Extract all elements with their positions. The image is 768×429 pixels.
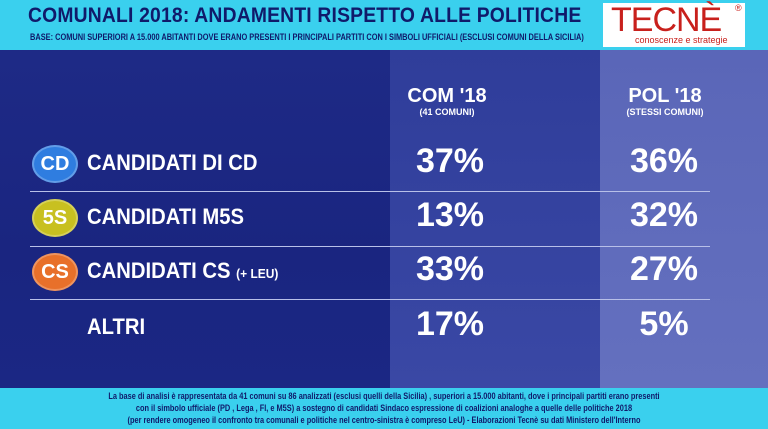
page-title: COMUNALI 2018: ANDAMENTI RISPETTO ALLE P… xyxy=(28,4,582,27)
value-cs-pol18: 27% xyxy=(629,250,699,288)
header-bar: COMUNALI 2018: ANDAMENTI RISPETTO ALLE P… xyxy=(0,0,768,50)
column-header-pol18: POL '18 (STESSI COMUNI) xyxy=(600,85,730,118)
footer-line-1: La base di analisi è rappresentata da 41… xyxy=(108,391,660,401)
logo-wordmark: TECNÈ xyxy=(611,1,722,39)
badge-cs: CS xyxy=(32,253,78,291)
footer-line-2: con il simbolo ufficiale (PD , Lega , FI… xyxy=(135,403,633,413)
value-altri-com18: 17% xyxy=(415,305,485,343)
value-cd-com18: 37% xyxy=(415,142,485,180)
row-label-cs-text: CANDIDATI CS xyxy=(87,258,231,283)
value-cd-pol18: 36% xyxy=(629,142,699,180)
row-divider xyxy=(30,246,710,247)
badge-cd: CD xyxy=(32,145,78,183)
base-note: BASE: COMUNI SUPERIORI A 15.000 ABITANTI… xyxy=(30,32,584,43)
row-label-cd: CANDIDATI DI CD xyxy=(87,150,258,176)
row-label-cs: CANDIDATI CS (+ LEU) xyxy=(87,258,278,284)
row-label-cd-text: CANDIDATI DI CD xyxy=(87,150,258,175)
value-altri-pol18: 5% xyxy=(639,305,689,343)
column-header-pol18-sub: (STESSI COMUNI) xyxy=(626,107,704,117)
column-header-com18-title: COM '18 xyxy=(407,85,487,107)
row-label-m5s-text: CANDIDATI M5S xyxy=(87,204,245,229)
row-label-cs-extra: (+ LEU) xyxy=(236,266,279,281)
row-label-altri-text: ALTRI xyxy=(87,314,146,339)
badge-m5s: 5S xyxy=(32,199,78,237)
row-divider xyxy=(30,299,710,300)
footer-line-3: (per rendere omogeneo il confronto tra c… xyxy=(127,415,641,425)
results-table: COM '18 (41 COMUNI) POL '18 (STESSI COMU… xyxy=(0,50,768,388)
value-m5s-pol18: 32% xyxy=(629,196,699,234)
row-divider xyxy=(30,191,710,192)
column-header-com18-sub: (41 COMUNI) xyxy=(419,107,475,117)
logo-registered-mark: ® xyxy=(735,3,742,13)
value-m5s-com18: 13% xyxy=(415,196,485,234)
row-label-m5s: CANDIDATI M5S xyxy=(87,204,244,230)
logo-tagline: conoscenze e strategie xyxy=(635,35,728,45)
tecne-logo: TECNÈ ® conoscenze e strategie xyxy=(603,1,745,47)
value-cs-com18: 33% xyxy=(415,250,485,288)
column-com18-background xyxy=(390,50,600,388)
row-label-altri: ALTRI xyxy=(87,314,145,340)
footer-note: La base di analisi è rappresentata da 41… xyxy=(0,388,768,429)
column-header-com18: COM '18 (41 COMUNI) xyxy=(382,85,512,118)
column-header-pol18-title: POL '18 xyxy=(628,85,702,107)
column-pol18-background xyxy=(600,50,768,388)
